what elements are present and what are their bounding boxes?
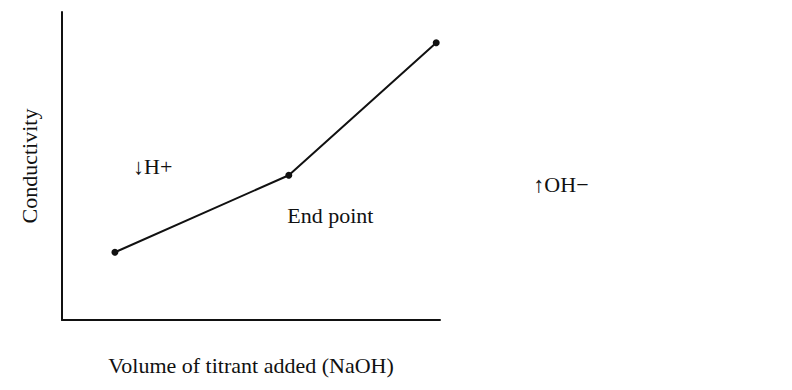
svg-text:End point: End point: [287, 203, 373, 228]
svg-text:Conductivity: Conductivity: [17, 109, 42, 224]
svg-text:Volume of titrant added (NaOH): Volume of titrant added (NaOH): [108, 353, 394, 378]
svg-text:↓H+: ↓H+: [133, 154, 172, 179]
svg-text:↑OH−: ↑OH−: [533, 172, 588, 197]
